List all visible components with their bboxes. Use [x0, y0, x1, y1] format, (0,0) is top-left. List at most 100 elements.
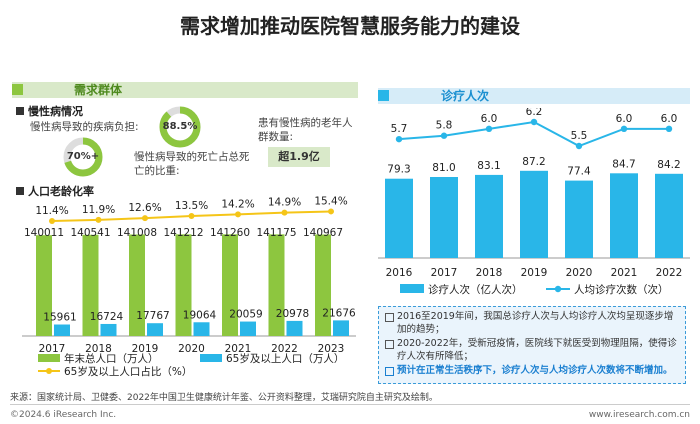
elderly-ratio-point — [235, 211, 241, 218]
legend-ratio: 65岁及以上人口占比（%） — [64, 365, 192, 378]
elderly-population-label: 20978 — [276, 308, 309, 320]
elderly-ratio-point — [49, 218, 55, 225]
x-tick-label: 2021 — [225, 343, 252, 355]
right-section-label: 诊疗人次 — [440, 89, 489, 103]
avg-visits-label: 6.2 — [526, 108, 543, 118]
elderly-ratio-point — [95, 216, 102, 223]
elderly-population-bar — [100, 323, 117, 336]
x-tick-label: 2022 — [656, 267, 683, 279]
note-3-marker — [385, 367, 394, 376]
elderly-population-bar — [147, 323, 163, 336]
visits-bar — [520, 170, 548, 258]
elderly-ratio-point — [328, 208, 334, 215]
visits-bar — [385, 178, 413, 258]
left-section-marker — [12, 84, 23, 95]
x-tick-label: 2018 — [85, 343, 112, 355]
note-3: 预计在正常生活秩序下，诊疗人次与人均诊疗人次数将不断增加。 — [397, 365, 673, 376]
burden-donut — [63, 137, 103, 177]
elderly-population-label: 21676 — [322, 307, 356, 319]
legend-total: 年末总人口（万人） — [64, 352, 159, 365]
elderly-population-label: 20059 — [229, 309, 262, 321]
visits-label: 84.7 — [612, 158, 635, 170]
avg-visits-point — [620, 125, 628, 133]
avg-visits-point — [485, 125, 493, 133]
elderly-population-bar — [286, 320, 303, 336]
x-tick-label: 2019 — [132, 343, 159, 355]
visits-label: 81.0 — [432, 162, 455, 174]
avg-visits-label: 6.0 — [616, 113, 633, 125]
total-population-bar — [175, 234, 192, 336]
aging-heading: 人口老龄化率 — [28, 185, 94, 198]
legend-swatch-avg-dot — [554, 285, 562, 293]
death-donut — [159, 106, 201, 148]
elderly-ratio-label: 15.4% — [314, 195, 347, 207]
total-population-bar — [315, 234, 331, 336]
legend-elderly: 65岁及以上人口（万人） — [226, 352, 344, 365]
total-population-label: 140967 — [303, 227, 343, 239]
avg-visits-point — [665, 125, 673, 133]
legend-avg: 人均诊疗次数（次） — [574, 283, 669, 296]
elderly-label: 患有慢性病的老年人群数量: — [258, 117, 353, 143]
elderly-ratio-point — [188, 213, 195, 219]
x-tick-label: 2020 — [566, 267, 593, 279]
x-tick-label: 2017 — [39, 343, 66, 355]
note-2: 2020-2022年，受新冠疫情，医院线下就医受到物理阻隔，使得诊疗人次有所降低… — [397, 338, 677, 362]
right-section-marker — [378, 90, 389, 101]
elderly-ratio-label: 14.9% — [268, 197, 301, 209]
x-tick-label: 2022 — [271, 343, 298, 355]
avg-visits-label: 6.0 — [481, 113, 498, 125]
left-section-label: 需求群体 — [73, 83, 122, 97]
avg-visits-label: 5.5 — [571, 130, 588, 142]
x-tick-label: 2016 — [386, 267, 413, 279]
avg-visits-point — [530, 118, 538, 126]
burden-value: 70%+ — [66, 151, 100, 162]
footer-divider — [10, 404, 690, 405]
elderly-ratio-label: 12.6% — [128, 202, 161, 214]
elderly-population-bar — [193, 322, 210, 336]
visits-bar — [430, 177, 458, 258]
elderly-population-label: 15961 — [43, 312, 76, 324]
chronic-heading: 慢性病情况 — [28, 105, 83, 118]
legend-swatch-visits — [400, 284, 424, 293]
note-1: 2016至2019年间，我国总诊疗人次与人均诊疗人次均呈现逐步增加的趋势； — [397, 311, 674, 335]
right-section-header — [378, 88, 690, 104]
elderly-population-label: 16724 — [90, 311, 124, 323]
x-tick-label: 2023 — [318, 343, 345, 355]
visits-chart: 79.3 2016 5.7 81.0 2017 5.8 83.1 2018 6.0 87.2 201… — [378, 108, 690, 296]
visits-label: 79.3 — [387, 164, 410, 176]
avg-visits-label: 5.7 — [391, 123, 408, 135]
total-population-label: 141175 — [256, 227, 296, 239]
visits-bar — [475, 174, 503, 258]
avg-visits-point — [440, 132, 448, 139]
note-1-marker — [385, 313, 394, 322]
legend-swatch-total — [38, 354, 60, 362]
total-population-label: 141212 — [163, 227, 203, 239]
visits-bar — [655, 173, 683, 258]
total-population-bar — [129, 234, 145, 336]
total-population-label: 140541 — [70, 227, 110, 239]
elderly-population-bar — [240, 321, 256, 336]
note-2-marker — [385, 340, 394, 349]
aging-heading-marker — [16, 187, 24, 195]
total-population-bar — [82, 234, 99, 336]
visits-bar — [565, 180, 593, 258]
website: www.iresearch.com.cn — [588, 410, 690, 420]
avg-visits-label: 5.8 — [436, 120, 453, 132]
total-population-label: 141008 — [117, 227, 157, 239]
elderly-population-bar — [333, 320, 349, 336]
visits-label: 84.2 — [657, 159, 680, 171]
visits-bar — [610, 173, 638, 258]
x-tick-label: 2017 — [431, 267, 458, 279]
total-population-label: 141260 — [210, 227, 250, 239]
x-tick-label: 2021 — [611, 267, 638, 279]
left-section-header — [12, 82, 358, 98]
copyright: ©2024.6 iResearch Inc. — [10, 410, 117, 420]
elderly-ratio-label: 11.4% — [35, 205, 68, 217]
visits-label: 87.2 — [522, 156, 545, 168]
chronic-heading-marker — [16, 107, 24, 115]
death-label: 慢性病导致的死亡占总死亡的比重: — [134, 151, 250, 177]
total-population-label: 140011 — [24, 227, 64, 239]
population-chart: 140011 15961 2017 11.4%140541 16724 2018 11.9%… — [22, 195, 356, 378]
death-value: 88.5% — [162, 121, 198, 132]
notes-box: 2016至2019年间，我国总诊疗人次与人均诊疗人次均呈现逐步增加的趋势； 20… — [378, 306, 686, 384]
